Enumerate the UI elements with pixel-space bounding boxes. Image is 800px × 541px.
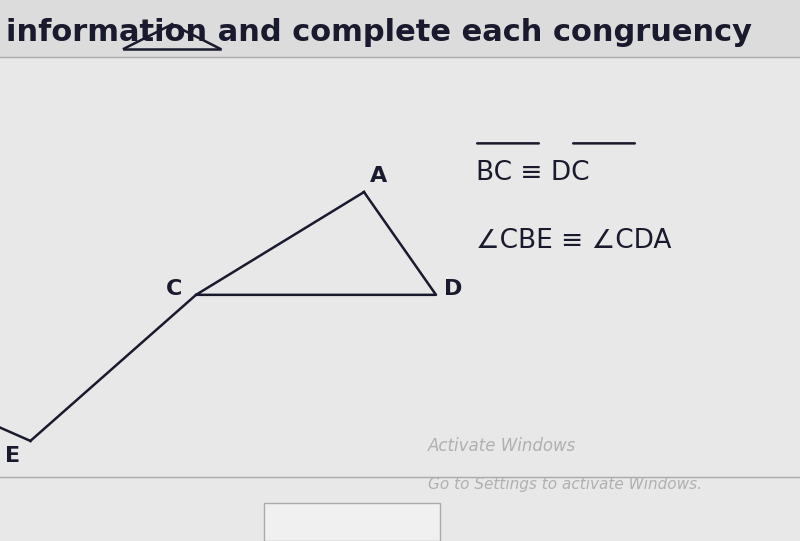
Text: ∠CBE ≡ ∠CDA: ∠CBE ≡ ∠CDA	[476, 228, 671, 254]
Text: C: C	[166, 280, 182, 299]
Text: D: D	[445, 280, 462, 299]
Bar	[264, 503, 440, 541]
Text: Go to Settings to activate Windows.: Go to Settings to activate Windows.	[428, 477, 702, 492]
Text: A: A	[370, 166, 387, 186]
Text: BC ≡ DC: BC ≡ DC	[476, 160, 590, 186]
Text: Activate Windows: Activate Windows	[428, 437, 576, 456]
FancyBboxPatch shape	[0, 0, 800, 57]
Text: E: E	[6, 446, 20, 466]
Text: information and complete each congruency: information and complete each congruency	[6, 18, 752, 48]
